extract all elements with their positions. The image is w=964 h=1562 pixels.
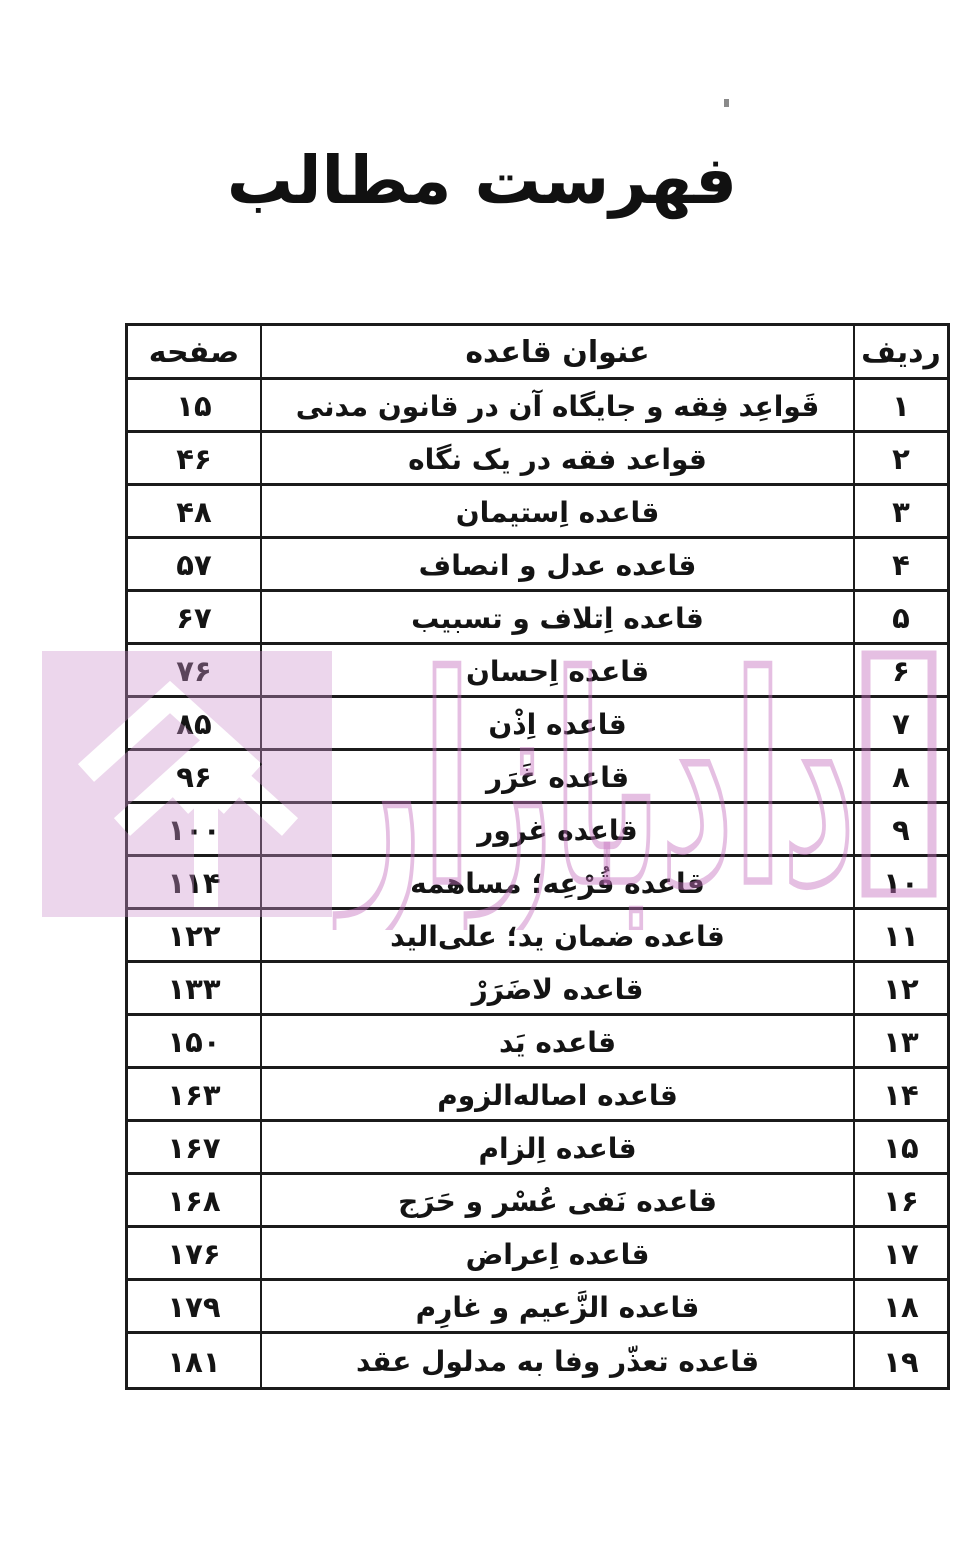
scan-artifact-dot xyxy=(724,99,729,107)
table-row: ۴۶ قواعد فقه در یک نگاه ۲ xyxy=(128,433,947,486)
page-cell: ۴۸ xyxy=(128,486,262,536)
row-number-cell: ۱۵ xyxy=(883,1131,919,1165)
row-number-cell: ۱۴ xyxy=(883,1078,919,1112)
title-cell: قاعده لاضَرَرْ xyxy=(262,963,855,1013)
title-cell: قاعده یَد xyxy=(262,1016,855,1066)
title-cell: قاعده اِعراض xyxy=(262,1228,855,1278)
table-row: ۱۷۹ قاعده الزَّعیم و غارِم ۱۸ xyxy=(128,1281,947,1334)
page-cell: ۱۳۳ xyxy=(128,963,262,1013)
title-cell: قاعده غرور xyxy=(262,804,855,854)
table-row: ۱۵۰ قاعده یَد ۱۳ xyxy=(128,1016,947,1069)
title-cell: قاعده ضمان ید؛ علی‌الید xyxy=(262,910,855,960)
title-cell: قاعده الزَّعیم و غارِم xyxy=(262,1281,855,1331)
table-row: ۱۶۳ قاعده اصاله‌الزوم ۱۴ xyxy=(128,1069,947,1122)
table-row: ۱۷۶ قاعده اِعراض ۱۷ xyxy=(128,1228,947,1281)
page-cell: ۷۶ xyxy=(128,645,262,695)
title-cell: قاعده اِتلاف و تسبیب xyxy=(262,592,855,642)
row-number-cell: ۱۳ xyxy=(883,1025,919,1059)
row-number-cell: ۵ xyxy=(892,601,910,635)
page-cell: ۱۰۰ xyxy=(128,804,262,854)
header-row-number: ردیف xyxy=(861,335,941,370)
row-number-cell: ۱۸ xyxy=(883,1290,919,1324)
page-cell: ۱۶۸ xyxy=(128,1175,262,1225)
page-cell: ۹۶ xyxy=(128,751,262,801)
row-number-cell: ۶ xyxy=(892,654,910,688)
row-number-cell: ۱۹ xyxy=(883,1344,919,1379)
page-cell: ۸۵ xyxy=(128,698,262,748)
page-title: فهرست مطالب xyxy=(226,142,739,219)
row-number-cell: ۸ xyxy=(892,760,910,794)
table-row: ۹۶ قاعده غَرَر ۸ xyxy=(128,751,947,804)
title-cell: قاعده غَرَر xyxy=(262,751,855,801)
row-number-cell: ۱ xyxy=(892,389,910,423)
table-row: ۱۰۰ قاعده غرور ۹ xyxy=(128,804,947,857)
row-number-cell: ۱۰ xyxy=(883,866,919,900)
header-page: صفحه xyxy=(128,326,262,377)
row-number-cell: ۱۲ xyxy=(883,972,919,1006)
table-row: ۴۸ قاعده اِستیمان ۳ xyxy=(128,486,947,539)
row-number-cell: ۱۱ xyxy=(883,919,919,953)
title-cell: قاعده اِذْن xyxy=(262,698,855,748)
title-cell: قواعد فقه در یک نگاه xyxy=(262,433,855,483)
table-row: ۱۶۷ قاعده اِلزام ۱۵ xyxy=(128,1122,947,1175)
table-row: ۱۱۴ قاعده قُرْعِه؛ مساهمه ۱۰ xyxy=(128,857,947,910)
page-cell: ۶۷ xyxy=(128,592,262,642)
title-cell: قاعده قُرْعِه؛ مساهمه xyxy=(262,857,855,907)
row-number-cell: ۹ xyxy=(892,813,910,847)
row-number-cell: ۳ xyxy=(892,495,910,529)
page-cell: ۱۸۱ xyxy=(128,1334,262,1387)
table-row: ۸۵ قاعده اِذْن ۷ xyxy=(128,698,947,751)
table-row: ۶۷ قاعده اِتلاف و تسبیب ۵ xyxy=(128,592,947,645)
table-body: ۱۵ قَواعِد فِقه و جایگاه آن در قانون مدنی… xyxy=(128,380,947,1387)
table-row: ۱۶۸ قاعده نَفی عُسْر و حَرَج ۱۶ xyxy=(128,1175,947,1228)
row-number-cell: ۱۷ xyxy=(883,1237,919,1271)
title-cell: قاعده تعذّر وفا به مدلول عقد xyxy=(262,1334,855,1387)
title-cell: قاعده اِستیمان xyxy=(262,486,855,536)
toc-table: صفحه عنوان قاعده ردیف ۱۵ قَواعِد فِقه و ج… xyxy=(125,323,950,1390)
row-number-cell: ۴ xyxy=(892,548,910,582)
page-cell: ۵۷ xyxy=(128,539,262,589)
title-cell: قاعده عدل و انصاف xyxy=(262,539,855,589)
page-cell: ۴۶ xyxy=(128,433,262,483)
page-cell: ۱۶۳ xyxy=(128,1069,262,1119)
title-cell: قاعده اصاله‌الزوم xyxy=(262,1069,855,1119)
page-cell: ۱۷۶ xyxy=(128,1228,262,1278)
title-cell: قَواعِد فِقه و جایگاه آن در قانون مدنی xyxy=(262,380,855,430)
title-cell: قاعده اِلزام xyxy=(262,1122,855,1172)
row-number-cell: ۱۶ xyxy=(883,1184,919,1218)
header-title: عنوان قاعده xyxy=(262,326,855,377)
table-row: ۵۷ قاعده عدل و انصاف ۴ xyxy=(128,539,947,592)
table-row: ۱۵ قَواعِد فِقه و جایگاه آن در قانون مدنی… xyxy=(128,380,947,433)
page-cell: ۱۶۷ xyxy=(128,1122,262,1172)
table-header-row: صفحه عنوان قاعده ردیف xyxy=(128,326,947,380)
table-row: ۱۸۱ قاعده تعذّر وفا به مدلول عقد ۱۹ xyxy=(128,1334,947,1387)
page-cell: ۱۵ xyxy=(128,380,262,430)
page-cell: ۱۷۹ xyxy=(128,1281,262,1331)
title-cell: قاعده نَفی عُسْر و حَرَج xyxy=(262,1175,855,1225)
page-cell: ۱۲۲ xyxy=(128,910,262,960)
table-row: ۱۳۳ قاعده لاضَرَرْ ۱۲ xyxy=(128,963,947,1016)
page-cell: ۱۱۴ xyxy=(128,857,262,907)
title-cell: قاعده اِحسان xyxy=(262,645,855,695)
table-row: ۱۲۲ قاعده ضمان ید؛ علی‌الید ۱۱ xyxy=(128,910,947,963)
page-cell: ۱۵۰ xyxy=(128,1016,262,1066)
row-number-cell: ۷ xyxy=(892,707,910,741)
table-row: ۷۶ قاعده اِحسان ۶ xyxy=(128,645,947,698)
row-number-cell: ۲ xyxy=(892,442,910,476)
